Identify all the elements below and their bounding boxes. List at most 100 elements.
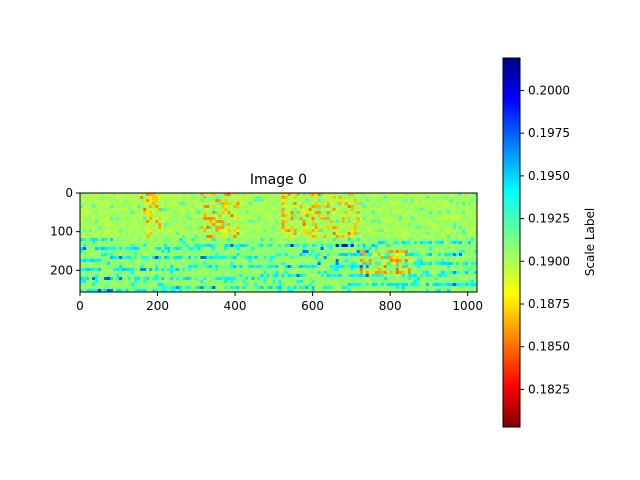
- heatmap-cell: [416, 256, 421, 260]
- heatmap-cell: [425, 283, 430, 287]
- heatmap-cell: [374, 277, 379, 281]
- heatmap-cell: [284, 274, 289, 278]
- heatmap-cell: [419, 250, 424, 254]
- heatmap-cell: [323, 217, 328, 221]
- heatmap-cell: [431, 238, 436, 242]
- heatmap-cell: [143, 226, 147, 230]
- heatmap-cell: [221, 208, 225, 212]
- heatmap-cell: [461, 235, 466, 239]
- heatmap-cell: [296, 220, 301, 224]
- heatmap-cell: [404, 193, 409, 197]
- heatmap-cell: [362, 220, 367, 224]
- heatmap-cell: [308, 214, 313, 218]
- heatmap-cell: [419, 241, 424, 245]
- heatmap-cell: [113, 238, 117, 242]
- heatmap-cell: [200, 226, 204, 230]
- heatmap-cell: [410, 211, 415, 215]
- heatmap-cell: [335, 250, 340, 254]
- heatmap-cell: [92, 286, 96, 290]
- heatmap-cell: [209, 232, 213, 236]
- heatmap-cell: [128, 244, 132, 248]
- heatmap-cell: [191, 271, 195, 275]
- heatmap-cell: [119, 274, 123, 278]
- heatmap-cell: [251, 250, 256, 254]
- heatmap-cell: [239, 226, 244, 230]
- heatmap-cell: [470, 235, 475, 239]
- heatmap-cell: [137, 217, 141, 221]
- heatmap-cell: [296, 250, 301, 254]
- heatmap-cell: [287, 274, 292, 278]
- heatmap-cell: [425, 211, 430, 215]
- heatmap-cell: [350, 277, 355, 281]
- heatmap-cell: [371, 232, 376, 236]
- heatmap-cell: [254, 259, 259, 263]
- heatmap-cell: [323, 208, 328, 212]
- heatmap-cell: [185, 289, 189, 292]
- heatmap-cell: [158, 205, 162, 209]
- heatmap-cell: [203, 283, 207, 287]
- heatmap-cell: [380, 277, 385, 281]
- heatmap-cell: [389, 208, 394, 212]
- heatmap-cell: [419, 220, 424, 224]
- heatmap-cell: [413, 211, 418, 215]
- heatmap-cell: [452, 289, 457, 292]
- heatmap-cell: [317, 229, 322, 233]
- heatmap-cell: [116, 235, 120, 239]
- heatmap-cell: [434, 286, 439, 290]
- heatmap-cell: [425, 229, 430, 233]
- heatmap-cell: [233, 220, 237, 224]
- heatmap-cell: [110, 211, 114, 215]
- heatmap-cell: [347, 238, 352, 242]
- heatmap-cell: [212, 223, 216, 227]
- heatmap-cell: [428, 214, 433, 218]
- heatmap-cell: [152, 220, 156, 224]
- heatmap-cell: [98, 193, 102, 197]
- heatmap-cell: [455, 247, 460, 251]
- heatmap-cell: [362, 214, 367, 218]
- heatmap-cell: [440, 268, 445, 272]
- heatmap-cell: [152, 208, 156, 212]
- heatmap-cell: [458, 262, 463, 266]
- heatmap-cell: [137, 274, 141, 278]
- heatmap-cell: [428, 286, 433, 290]
- heatmap-cell: [473, 280, 477, 284]
- heatmap-cell: [236, 205, 240, 209]
- heatmap-cell: [350, 205, 355, 209]
- heatmap-cell: [272, 238, 277, 242]
- heatmap-cell: [323, 205, 328, 209]
- heatmap-cell: [320, 196, 325, 200]
- heatmap-cell: [182, 202, 186, 206]
- heatmap-cell: [440, 250, 445, 254]
- heatmap-cell: [83, 238, 87, 242]
- heatmap-cell: [167, 214, 171, 218]
- heatmap-cell: [329, 196, 334, 200]
- heatmap-cell: [158, 193, 162, 197]
- heatmap-cell: [317, 202, 322, 206]
- heatmap-cell: [311, 229, 316, 233]
- heatmap-cell: [428, 238, 433, 242]
- heatmap-cell: [80, 214, 84, 218]
- heatmap-cell: [284, 199, 289, 203]
- heatmap-cell: [341, 268, 346, 272]
- heatmap-cell: [227, 271, 231, 275]
- heatmap-cell: [239, 274, 244, 278]
- heatmap-cell: [212, 286, 216, 290]
- heatmap-cell: [338, 268, 343, 272]
- heatmap-cell: [89, 229, 93, 233]
- heatmap-cell: [131, 226, 135, 230]
- heatmap-cell: [434, 214, 439, 218]
- heatmap-cell: [83, 202, 87, 206]
- heatmap-cell: [422, 250, 427, 254]
- heatmap-cell: [167, 220, 171, 224]
- heatmap-cell: [389, 280, 394, 284]
- heatmap-cell: [374, 247, 379, 251]
- heatmap-cell: [128, 286, 132, 290]
- heatmap-cell: [287, 208, 292, 212]
- heatmap-cell: [224, 196, 228, 200]
- heatmap-cell: [371, 277, 376, 281]
- heatmap-cell: [86, 223, 90, 227]
- heatmap-cell: [179, 286, 183, 290]
- heatmap-cell: [242, 211, 247, 215]
- heatmap-cell: [185, 238, 189, 242]
- heatmap-cell: [308, 265, 313, 269]
